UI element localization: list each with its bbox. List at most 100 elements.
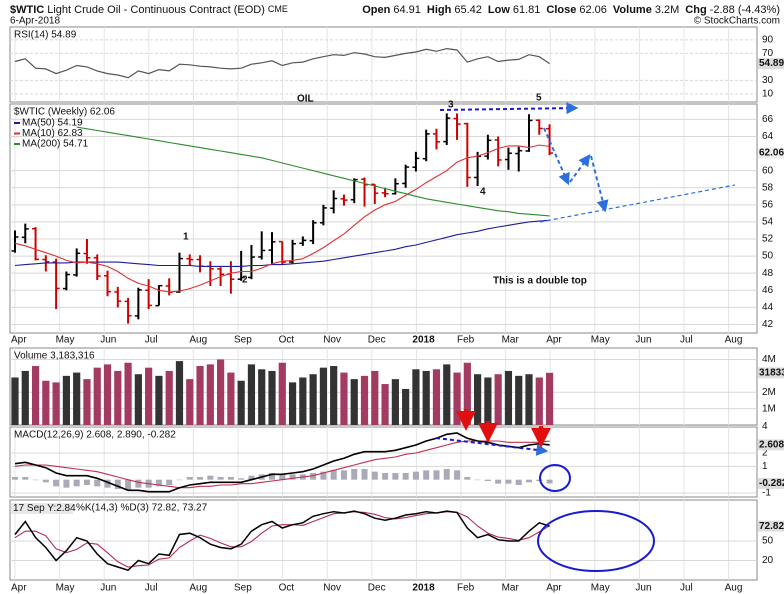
panel-title: $WTIC (Weekly) 62.06 [14, 107, 115, 118]
macd-histogram-bar [330, 470, 337, 480]
volume-bar [206, 364, 214, 425]
panel-title: MACD(12,26,9) 2.608, 2.890, -0.282 [14, 430, 176, 441]
x-tick-label: May [591, 335, 610, 346]
last-value-box [758, 477, 784, 489]
x-tick-label: Aug [189, 335, 207, 346]
quote-value: -2.88 (-4.43%) [710, 4, 780, 16]
volume-bar [453, 372, 461, 425]
x-tick-label: Sep [234, 583, 252, 594]
last-value-box [758, 147, 784, 159]
macd-arrows [456, 409, 551, 448]
macd-histogram-bar [104, 479, 111, 488]
x-tick-label: Aug [189, 583, 207, 594]
volume-bar [124, 362, 132, 425]
volume-bar [340, 372, 348, 425]
rsi-line [14, 47, 550, 79]
volume-bar [62, 375, 70, 425]
y-tick-label: 4M [762, 354, 776, 365]
y-tick-label: 66 [762, 114, 774, 125]
volume-bar [432, 369, 441, 425]
x-tick-label: Aug [725, 335, 743, 346]
quote-value: 65.42 [454, 4, 482, 16]
macd-histogram-bar [412, 471, 419, 480]
quote-label: Close [546, 4, 576, 16]
y-tick-label: 56 [762, 199, 774, 210]
volume-bar [165, 370, 173, 425]
y-tick-label: 46 [762, 285, 774, 296]
last-value-label: 3183316 [759, 367, 784, 378]
y-tick-label: 4 [762, 421, 768, 432]
annotation: 1 [183, 232, 189, 243]
volume-bar [155, 375, 163, 425]
volume-bar [350, 379, 358, 425]
annotation: 4 [480, 187, 486, 198]
macd-histogram-bar [526, 479, 532, 483]
x-tick-label: May [591, 583, 610, 594]
quote-value: 64.91 [393, 4, 421, 16]
x-tick-label: May [56, 335, 75, 346]
macd-histogram-bar [433, 470, 440, 480]
macd-histogram-bar [289, 474, 296, 480]
macd-histogram-bar [495, 479, 502, 484]
volume-bar [402, 388, 410, 425]
volume-bar [484, 377, 492, 425]
volume-bar [237, 380, 245, 425]
x-tick-label: Jun [635, 335, 651, 346]
panel-title: RSI(14) 54.89 [14, 30, 77, 41]
x-tick-label: 2018 [412, 335, 435, 346]
y-tick-label: 50 [762, 251, 774, 262]
y-tick-label: 30 [762, 75, 774, 86]
y-tick-label: 58 [762, 182, 774, 193]
macd-histogram-bar [94, 479, 101, 487]
volume-bar [494, 374, 502, 425]
volume-bar [299, 377, 307, 425]
quote-value: 61.81 [513, 4, 541, 16]
panel-frame [9, 26, 758, 103]
x-tick-label: Dec [368, 583, 386, 594]
volume-bar [186, 379, 194, 425]
volume-bar [309, 374, 317, 425]
y-tick-label: 52 [762, 234, 774, 245]
x-tick-label: Jun [635, 583, 651, 594]
volume-bar [42, 380, 50, 425]
cursor-label-box [11, 503, 73, 514]
macd-histogram-bar [484, 479, 491, 481]
volume-bar [515, 375, 523, 425]
macd-histogram-bar [53, 479, 60, 487]
y-tick-label: 70 [762, 48, 774, 59]
symbol: $WTIC [10, 4, 44, 16]
quote-label: Open [362, 4, 390, 16]
macd-histogram-bar [454, 470, 461, 480]
macd-histogram-bar [42, 479, 49, 483]
volume-bar [360, 375, 369, 425]
last-value-label: 2.608 [759, 440, 784, 451]
x-tick-label: Jul [145, 583, 158, 594]
y-tick-label: 10 [762, 89, 774, 100]
panel-frame [9, 103, 758, 334]
last-value-box [758, 58, 784, 70]
y-tick-label: 1M [762, 403, 776, 414]
macd-histogram-bar [351, 469, 358, 480]
macd-histogram-bar [423, 470, 430, 480]
macd-line [14, 432, 550, 493]
volume-bar [463, 362, 471, 425]
last-value-box [758, 367, 784, 379]
x-tick-label: Apr [11, 583, 27, 594]
x-tick-label: Apr [546, 583, 562, 594]
macd-histogram-bar [197, 477, 204, 480]
highlight-ellipse [539, 464, 571, 492]
macd-histogram-bar [464, 477, 471, 480]
moving-average [76, 126, 550, 217]
macd-histogram-bar [125, 479, 132, 491]
x-tick-label: Jul [680, 335, 693, 346]
projection-arrow [543, 127, 570, 186]
volume-bar [381, 384, 389, 425]
macd-histogram-bar [83, 479, 90, 485]
macd-histogram-bar [176, 479, 183, 481]
volume-bar [268, 370, 276, 425]
macd-histogram-bar [382, 473, 389, 480]
quote-label: Volume [613, 4, 652, 16]
macd-histogram-bar [515, 479, 522, 485]
y-tick-label: 42 [762, 319, 774, 330]
volume-bar [83, 379, 91, 425]
